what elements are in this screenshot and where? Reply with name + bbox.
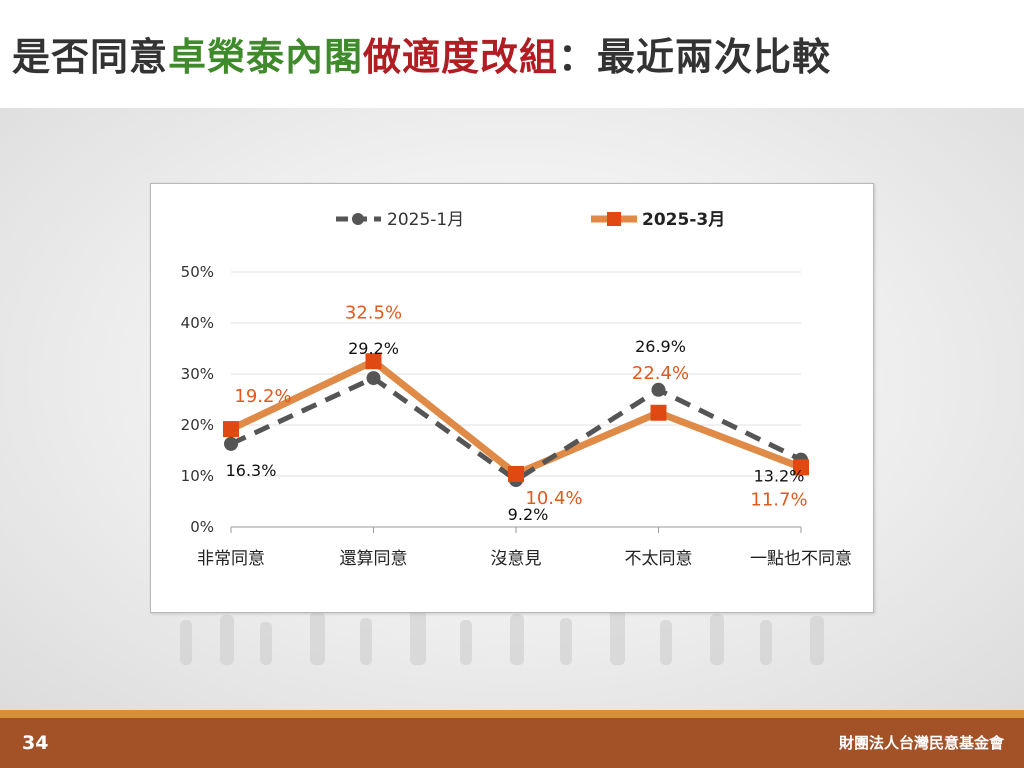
data-point-2025-3 (650, 404, 667, 421)
x-category-label: 沒意見 (491, 549, 542, 569)
chart-frame: 0% 10% 20% 30% 40% 50% 非常同意 還算同意 沒意見 不太同意 一點也不同意 2… (150, 183, 874, 613)
legend-marker-2025-3 (607, 212, 621, 226)
data-point-2025-3 (793, 459, 809, 476)
x-category-label: 還算同意 (340, 549, 408, 569)
x-category-label: 非常同意 (197, 549, 265, 569)
title-part-1: 是否同意 (12, 35, 169, 79)
series-line-2025-3 (229, 357, 803, 478)
title-part-4: ：最近兩次比較 (558, 35, 832, 79)
data-label-2025-3: 32.5% (345, 302, 402, 323)
slide-title: 是否同意卓榮泰內閣做適度改組：最近兩次比較 (12, 26, 831, 81)
data-label-2025-1: 29.2% (348, 339, 399, 358)
data-label-2025-3: 19.2% (234, 386, 291, 407)
line-chart: 0% 10% 20% 30% 40% 50% 非常同意 還算同意 沒意見 不太同意 一點也不同意 2… (181, 210, 852, 569)
y-tick-label: 30% (181, 365, 214, 383)
y-tick-label: 20% (181, 416, 214, 434)
data-label-2025-1: 13.2% (754, 467, 805, 486)
data-label-2025-3: 11.7% (750, 489, 807, 510)
y-tick-label: 40% (181, 314, 214, 332)
data-point-2025-1 (651, 382, 666, 397)
organization-name: 財團法人台灣民意基金會 (838, 734, 1004, 752)
data-point-2025-3 (365, 353, 382, 370)
legend-marker-2025-1 (352, 213, 364, 225)
data-label-2025-1: 16.3% (226, 461, 277, 480)
title-part-3: 做適度改組 (363, 35, 559, 79)
series-line-2025-1 (229, 375, 803, 483)
page-number: 34 (22, 732, 49, 754)
data-point-2025-1 (224, 436, 238, 451)
data-label-2025-1: 26.9% (635, 337, 686, 356)
y-tick-label: 50% (181, 263, 214, 281)
title-bar: 是否同意卓榮泰內閣做適度改組：最近兩次比較 (0, 0, 1024, 108)
footer-stripe (0, 710, 1024, 718)
x-category-label: 一點也不同意 (750, 549, 852, 569)
legend-label-2025-3: 2025-3月 (642, 210, 725, 230)
data-label-2025-3: 10.4% (525, 488, 582, 509)
y-tick-label: 10% (181, 467, 214, 485)
data-point-2025-3 (508, 465, 524, 482)
footer: 34 財團法人台灣民意基金會 (0, 718, 1024, 768)
x-category-label: 不太同意 (625, 549, 693, 569)
title-part-2: 卓榮泰內閣 (168, 35, 364, 79)
data-point-2025-3 (223, 421, 239, 438)
data-label-2025-1: 9.2% (508, 505, 549, 524)
data-point-2025-1 (366, 371, 381, 386)
legend-label-2025-1: 2025-1月 (387, 210, 464, 230)
y-tick-label: 0% (190, 518, 214, 536)
crowd-silhouette-decoration (180, 610, 824, 665)
data-label-2025-3: 22.4% (632, 363, 689, 384)
